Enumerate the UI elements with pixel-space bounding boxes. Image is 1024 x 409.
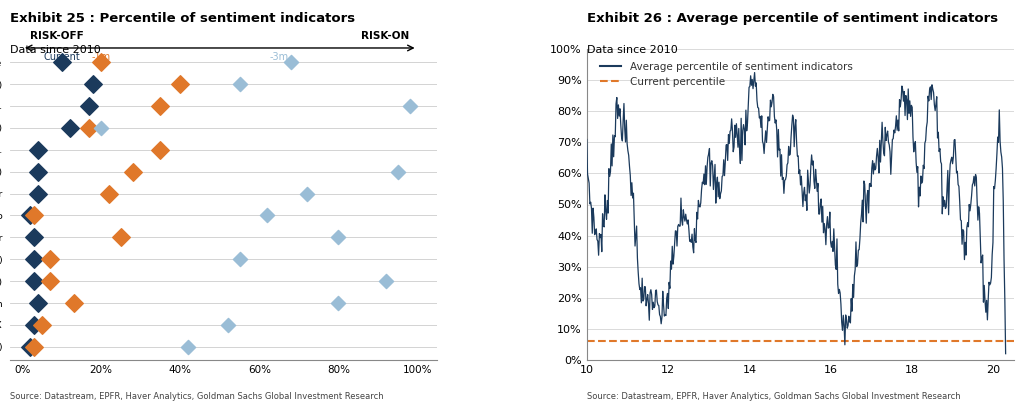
Text: -1m: -1m: [91, 52, 111, 62]
Point: [231, 256, 248, 263]
Text: Source: Datastream, EPFR, Haver Analytics, Goldman Sachs Global Investment Resea: Source: Datastream, EPFR, Haver Analytic…: [587, 392, 961, 401]
Point: [81, 103, 97, 109]
Point: [125, 169, 141, 175]
Point: [42, 278, 58, 284]
Text: RISK-OFF: RISK-OFF: [30, 31, 84, 41]
Text: Exhibit 26 : Average percentile of sentiment indicators: Exhibit 26 : Average percentile of senti…: [587, 12, 997, 25]
Point: [26, 321, 42, 328]
Point: [26, 256, 42, 263]
Point: [259, 212, 275, 219]
Point: [26, 344, 42, 350]
Point: [389, 169, 406, 175]
Point: [30, 146, 46, 153]
Point: [113, 234, 129, 240]
Point: [26, 212, 42, 219]
Point: [22, 344, 38, 350]
Point: [401, 103, 418, 109]
Point: [101, 190, 118, 197]
Point: [66, 300, 82, 306]
Point: [26, 278, 42, 284]
Point: [172, 81, 188, 88]
Point: [30, 300, 46, 306]
Point: [231, 81, 248, 88]
Point: [30, 169, 46, 175]
Point: [26, 234, 42, 240]
Point: [153, 103, 169, 109]
Text: Source: Datastream, EPFR, Haver Analytics, Goldman Sachs Global Investment Resea: Source: Datastream, EPFR, Haver Analytic…: [10, 392, 384, 401]
Point: [219, 321, 236, 328]
Point: [153, 146, 169, 153]
Point: [283, 59, 299, 65]
Text: Exhibit 25 : Percentile of sentiment indicators: Exhibit 25 : Percentile of sentiment ind…: [10, 12, 355, 25]
Point: [34, 321, 50, 328]
Text: Current: Current: [43, 52, 80, 62]
Point: [53, 59, 70, 65]
Point: [93, 59, 110, 65]
Text: Data since 2010: Data since 2010: [587, 45, 678, 55]
Text: RISK-ON: RISK-ON: [361, 31, 410, 41]
Point: [330, 234, 346, 240]
Point: [81, 125, 97, 131]
Point: [42, 256, 58, 263]
Point: [30, 190, 46, 197]
Text: -3m: -3m: [269, 52, 289, 62]
Point: [22, 212, 38, 219]
Legend: Average percentile of sentiment indicators, Current percentile: Average percentile of sentiment indicato…: [596, 57, 857, 91]
Point: [299, 190, 315, 197]
Point: [61, 125, 78, 131]
Point: [93, 125, 110, 131]
Point: [378, 278, 394, 284]
Point: [85, 81, 101, 88]
Point: [180, 344, 197, 350]
Text: Data since 2010: Data since 2010: [10, 45, 101, 55]
Point: [330, 300, 346, 306]
